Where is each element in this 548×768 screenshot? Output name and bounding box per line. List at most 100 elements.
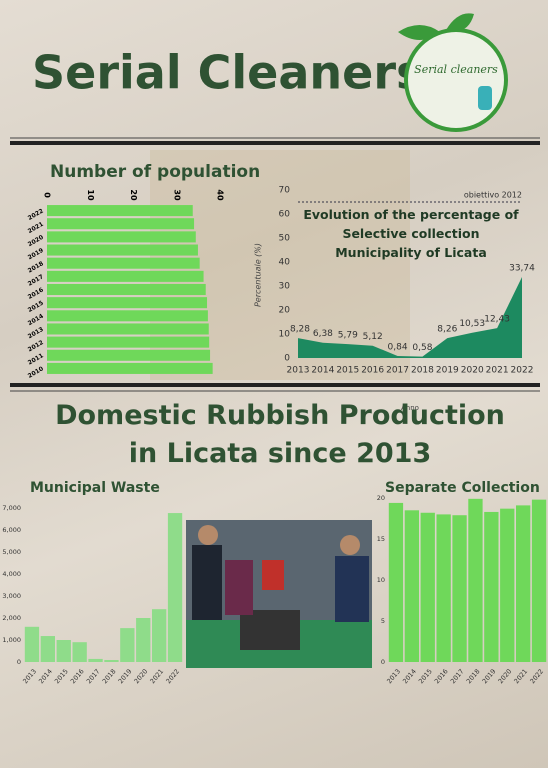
photo-person — [192, 545, 222, 620]
photo-laptop — [240, 610, 300, 650]
chart-title: Separate Collection — [385, 480, 540, 496]
chart-title: Evolution of the percentage of Selective… — [303, 207, 519, 260]
x-tick-label: 40 — [216, 189, 225, 201]
x-tick-label: 2021 — [148, 667, 165, 685]
y-tick-label: 40 — [279, 258, 291, 268]
y-tick-label: 2013 — [27, 326, 45, 340]
x-tick-label: 2020 — [497, 667, 514, 685]
bar — [56, 640, 71, 662]
x-tick-label: 2022 — [511, 366, 534, 376]
y-tick-label: 0 — [17, 658, 21, 666]
x-tick-label: 2018 — [101, 667, 118, 685]
y-tick-label: 70 — [279, 186, 291, 196]
photo-person — [198, 525, 218, 545]
x-tick-label: 0 — [43, 192, 52, 198]
x-tick-label: 2019 — [436, 366, 459, 376]
data-label: 5,79 — [338, 331, 358, 341]
bar — [388, 502, 404, 662]
x-tick-label: 2013 — [287, 366, 310, 376]
y-tick-label: 10 — [279, 330, 291, 340]
x-tick-label: 2015 — [53, 667, 70, 685]
bar — [47, 231, 196, 243]
x-tick-label: 2016 — [361, 366, 384, 376]
data-label: 8,28 — [290, 325, 310, 335]
y-tick-label: 1,000 — [2, 636, 21, 644]
y-tick-label: 2010 — [27, 365, 45, 379]
y-tick-label: 2017 — [27, 273, 45, 287]
x-tick-label: 2021 — [486, 366, 509, 376]
x-tick-label: 2017 — [449, 667, 466, 685]
bar — [436, 514, 451, 662]
x-axis-label: Anno — [401, 404, 419, 412]
x-tick-label: 2017 — [386, 366, 409, 376]
logo-leaf — [446, 13, 474, 32]
y-tick-label: 0 — [284, 354, 290, 364]
data-label: 8,26 — [437, 325, 457, 335]
bar — [88, 658, 103, 662]
bar — [47, 218, 195, 230]
y-tick-label: 3,000 — [2, 592, 21, 600]
x-tick-label: 2018 — [465, 667, 482, 685]
target-label: obiettivo 2012 — [464, 191, 522, 200]
y-tick-label: 2022 — [27, 208, 45, 222]
data-label: 5,12 — [363, 332, 383, 342]
y-tick-label: 4,000 — [2, 570, 21, 578]
logo-ring — [404, 28, 508, 132]
data-label: 10,53 — [459, 319, 485, 329]
x-tick-label: 2019 — [117, 667, 134, 685]
bar — [468, 498, 483, 662]
bar — [47, 283, 206, 296]
x-tick-label: 2015 — [336, 366, 359, 376]
y-tick-label: 2021 — [27, 221, 45, 235]
chart-title: Number of population — [50, 162, 261, 182]
y-tick-label: 10 — [377, 576, 385, 584]
x-tick-label: 2020 — [461, 366, 484, 376]
y-tick-label: 2012 — [27, 339, 45, 353]
photo-person — [335, 556, 369, 622]
bar — [47, 297, 208, 309]
bar — [47, 323, 209, 335]
bar — [47, 205, 193, 217]
x-tick-label: 2020 — [133, 667, 150, 685]
x-tick-label: 2015 — [417, 667, 434, 685]
photo-person — [340, 535, 360, 555]
logo-text: Serial cleaners — [414, 63, 498, 76]
x-tick-label: 2022 — [164, 667, 181, 685]
x-tick-label: 2014 — [311, 366, 334, 376]
bar — [47, 270, 204, 282]
y-tick-label: 15 — [377, 535, 385, 543]
bar — [151, 609, 167, 662]
bar — [136, 618, 151, 662]
x-tick-label: 2013 — [21, 667, 38, 685]
y-tick-label: 50 — [279, 234, 291, 244]
data-label: 6,38 — [313, 329, 333, 339]
data-label: 0,84 — [388, 342, 408, 352]
y-tick-label: 7,000 — [2, 504, 21, 512]
bar — [40, 636, 56, 662]
x-tick-label: 2014 — [401, 667, 418, 685]
x-tick-label: 2018 — [411, 366, 434, 376]
x-tick-label: 2022 — [528, 667, 545, 685]
bar — [531, 499, 547, 662]
y-tick-label: 20 — [279, 306, 291, 316]
x-tick-label: 2019 — [481, 667, 498, 685]
bar — [420, 512, 435, 662]
bar — [47, 349, 211, 361]
bar — [120, 628, 135, 662]
logo-bottle — [478, 86, 492, 110]
logo-leaf — [398, 25, 440, 40]
data-label: 33,74 — [509, 264, 535, 274]
y-axis-label: Percentuale (%) — [254, 243, 263, 307]
bar — [484, 511, 499, 662]
y-tick-label: 2015 — [27, 300, 45, 314]
y-tick-label: 2016 — [27, 286, 45, 300]
bar — [167, 513, 183, 662]
y-tick-label: 30 — [279, 282, 291, 292]
x-tick-label: 2013 — [385, 667, 402, 685]
bar — [47, 336, 210, 348]
bar — [500, 508, 515, 662]
bar — [452, 515, 467, 662]
y-tick-label: 5 — [381, 617, 385, 625]
bar — [47, 257, 200, 269]
